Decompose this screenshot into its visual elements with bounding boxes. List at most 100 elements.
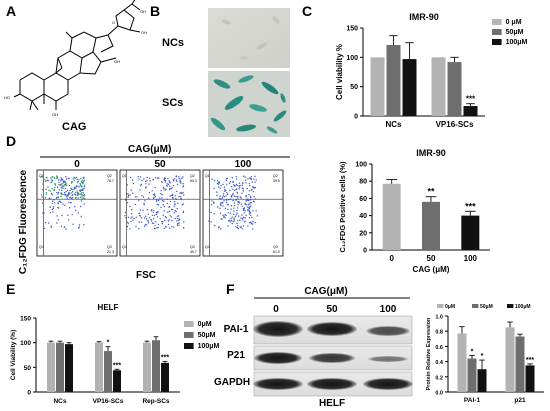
flow-event-dot [78, 186, 80, 188]
flow-event-dot [233, 218, 235, 221]
flow-event-dot [237, 197, 239, 199]
flow-event-dot [219, 203, 222, 205]
legend-label: 100μM [198, 343, 220, 350]
flow-event-dot [51, 208, 54, 211]
flow-event-dot [143, 202, 145, 205]
flow-event-dot [182, 186, 184, 188]
flow-event-dot [65, 190, 67, 193]
significance-label: *** [526, 357, 534, 364]
flow-event-dot [228, 219, 231, 222]
flow-event-dot [51, 187, 53, 190]
flow-event-dot [251, 181, 253, 183]
flow-event-dot [62, 187, 64, 189]
flow-event-dot [216, 194, 218, 197]
flow-event-dot [235, 178, 238, 180]
flow-event-dot [130, 217, 132, 219]
flow-event-dot [83, 194, 86, 196]
flow-event-dot [165, 188, 167, 190]
structure-oh-1: HO [4, 95, 10, 100]
band-p21-0 [254, 352, 302, 364]
flow-event-dot [250, 189, 253, 191]
flow-event-dot [61, 185, 63, 187]
flow-event-dot [214, 224, 216, 227]
flow-event-dot [175, 210, 177, 213]
flow-event-dot [139, 215, 142, 217]
flow-event-dot [173, 180, 175, 182]
flow-event-dot [229, 181, 232, 183]
flow-event-dot [227, 225, 229, 227]
flow-event-dot [248, 217, 251, 219]
flow-event-dot [50, 179, 53, 181]
flow-event-dot [84, 184, 86, 186]
flow-event-dot [233, 204, 236, 207]
flow-q4-label: Q4 [122, 245, 127, 249]
blot-header: CAG(μM) [304, 286, 347, 297]
flow-event-dot [248, 177, 251, 179]
flow-header: CAG(μM) [128, 144, 171, 155]
bar [467, 358, 477, 392]
flow-event-dot [157, 226, 159, 229]
flow-q3-label: Q3 [107, 245, 112, 249]
flow-event-dot [238, 182, 241, 184]
flow-event-dot [254, 186, 257, 189]
flow-event-dot [80, 177, 82, 180]
flow-event-dot [145, 218, 148, 220]
flow-event-dot [54, 184, 57, 186]
chart-title: HELF [98, 303, 119, 312]
flow-event-dot [56, 191, 58, 194]
flow-event-dot [81, 191, 83, 194]
flow-event-dot [73, 188, 76, 190]
band-gapdh-100 [363, 378, 413, 390]
flow-event-dot [248, 213, 250, 215]
flow-event-dot [129, 194, 131, 196]
flow-event-dot [139, 209, 142, 211]
flow-event-dot [236, 191, 238, 193]
flow-event-dot [129, 228, 131, 230]
flow-event-dot [142, 196, 145, 198]
flow-event-dot [45, 193, 48, 195]
flow-event-dot [156, 227, 158, 229]
flow-event-dot [67, 192, 70, 195]
flow-event-dot [61, 178, 63, 180]
flow-event-dot [143, 178, 145, 180]
flow-event-dot [210, 221, 212, 223]
legend-swatch [492, 19, 502, 25]
flow-event-dot [244, 202, 246, 205]
flow-event-dot [230, 186, 233, 188]
flow-event-dot [132, 179, 134, 181]
flow-event-dot [136, 196, 138, 198]
flow-event-dot [242, 219, 244, 221]
flow-event-dot [80, 205, 82, 208]
flow-event-dot [252, 190, 255, 193]
flow-event-dot [51, 194, 53, 196]
flow-event-dot [79, 183, 81, 185]
flow-event-dot [173, 212, 175, 214]
flow-event-dot [126, 202, 128, 204]
flow-event-dot [140, 184, 142, 187]
flow-event-dot [57, 219, 60, 221]
legend-swatch [437, 304, 444, 308]
y-tick-label: 50 [24, 365, 32, 372]
flow-event-dot [245, 194, 247, 197]
flow-q4-label: Q4 [205, 245, 210, 249]
flow-event-dot [63, 184, 65, 186]
flow-event-dot [169, 215, 171, 217]
flow-q1-label: Q1 [122, 174, 127, 178]
flow-event-dot [51, 202, 53, 204]
flow-event-dot [245, 196, 247, 198]
bar [65, 344, 73, 392]
flow-event-dot [59, 184, 61, 187]
flow-event-dot [176, 224, 179, 226]
flow-event-dot [245, 182, 247, 184]
flow-event-dot [133, 217, 135, 220]
significance-label: ** [427, 187, 435, 197]
flow-event-dot [152, 193, 155, 196]
flow-event-dot [155, 200, 158, 202]
flow-event-dot [60, 183, 63, 185]
flow-event-dot [147, 222, 150, 224]
flow-event-dot [250, 205, 252, 207]
flow-event-dot [182, 191, 184, 194]
blot-dose-0: 0 [273, 304, 279, 315]
flow-event-dot [71, 194, 74, 196]
flow-event-dot [251, 223, 254, 225]
